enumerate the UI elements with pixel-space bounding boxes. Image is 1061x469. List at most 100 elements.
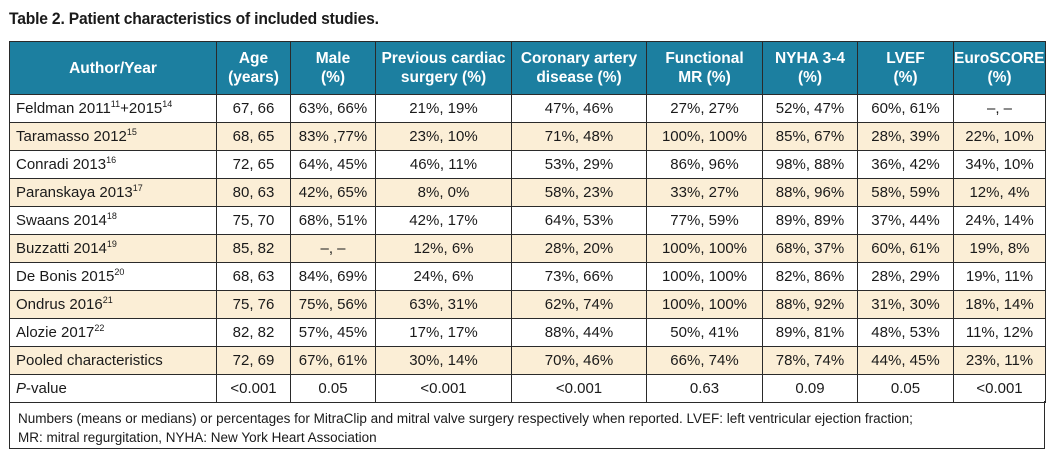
header-row: Author/Year Age (years) Male (%) Previous … xyxy=(9,41,1046,95)
male-cell: 83% ,77% xyxy=(290,122,376,151)
nyha-cell: 78%, 74% xyxy=(762,346,858,375)
age-cell: 72, 65 xyxy=(216,150,291,179)
age-cell: 85, 82 xyxy=(216,234,291,263)
functional-mr-cell: 33%, 27% xyxy=(646,178,763,207)
header-age: Age (years) xyxy=(216,41,291,95)
euroscore-pvalue: <0.001 xyxy=(953,374,1046,403)
cad-cell: 73%, 66% xyxy=(511,262,647,291)
table-row: Alozie 201722 82, 82 57%, 45% 17%, 17% 8… xyxy=(9,318,1046,347)
lvef-cell: 28%, 39% xyxy=(857,122,954,151)
lvef-cell: 48%, 53% xyxy=(857,318,954,347)
header-author-year: Author/Year xyxy=(9,41,217,95)
table-caption: Table 2. Patient characteristics of incl… xyxy=(9,9,379,28)
header-lvef: LVEF (%) xyxy=(857,41,954,95)
previous-surgery-cell: 21%, 19% xyxy=(375,94,512,123)
author-cell: Swaans 201418 xyxy=(9,206,217,235)
cad-pvalue: <0.001 xyxy=(511,374,647,403)
male-cell: 63%, 66% xyxy=(290,94,376,123)
author-cell: Pooled characteristics xyxy=(9,346,217,375)
pvalue-label: P-value xyxy=(9,374,217,403)
lvef-pvalue: 0.05 xyxy=(857,374,954,403)
functional-mr-cell: 50%, 41% xyxy=(646,318,763,347)
table-row: Buzzatti 201419 85, 82 –, – 12%, 6% 28%,… xyxy=(9,234,1046,263)
author-cell: Alozie 201722 xyxy=(9,318,217,347)
nyha-cell: 88%, 96% xyxy=(762,178,858,207)
euroscore-cell: –, – xyxy=(953,94,1046,123)
euroscore-cell: 11%, 12% xyxy=(953,318,1046,347)
table-row: Feldman 201111+201514 67, 66 63%, 66% 21… xyxy=(9,94,1046,123)
previous-surgery-cell: 24%, 6% xyxy=(375,262,512,291)
age-cell: 68, 63 xyxy=(216,262,291,291)
table-row: Taramasso 201215 68, 65 83% ,77% 23%, 10… xyxy=(9,122,1046,151)
cad-cell: 47%, 46% xyxy=(511,94,647,123)
age-cell: 68, 65 xyxy=(216,122,291,151)
cad-cell: 88%, 44% xyxy=(511,318,647,347)
header-coronary-artery-disease: Coronary artery disease (%) xyxy=(511,41,647,95)
footnote-line: Numbers (means or medians) or percentage… xyxy=(18,411,913,426)
previous-surgery-cell: 8%, 0% xyxy=(375,178,512,207)
header-nyha: NYHA 3-4 (%) xyxy=(762,41,858,95)
footnote-line: MR: mitral regurgitation, NYHA: New York… xyxy=(18,430,377,445)
euroscore-cell: 12%, 4% xyxy=(953,178,1046,207)
euroscore-cell: 34%, 10% xyxy=(953,150,1046,179)
previous-surgery-cell: 17%, 17% xyxy=(375,318,512,347)
nyha-cell: 89%, 89% xyxy=(762,206,858,235)
male-cell: –, – xyxy=(290,234,376,263)
functional-mr-cell: 100%, 100% xyxy=(646,262,763,291)
cad-cell: 62%, 74% xyxy=(511,290,647,319)
author-cell: Taramasso 201215 xyxy=(9,122,217,151)
male-pvalue: 0.05 xyxy=(290,374,376,403)
previous-surgery-pvalue: <0.001 xyxy=(375,374,512,403)
age-cell: 82, 82 xyxy=(216,318,291,347)
age-cell: 75, 70 xyxy=(216,206,291,235)
table-row: Conradi 201316 72, 65 64%, 45% 46%, 11% … xyxy=(9,150,1046,179)
age-cell: 75, 76 xyxy=(216,290,291,319)
header-functional-mr: Functional MR (%) xyxy=(646,41,763,95)
previous-surgery-cell: 42%, 17% xyxy=(375,206,512,235)
lvef-cell: 58%, 59% xyxy=(857,178,954,207)
male-cell: 64%, 45% xyxy=(290,150,376,179)
functional-mr-cell: 100%, 100% xyxy=(646,234,763,263)
lvef-cell: 31%, 30% xyxy=(857,290,954,319)
age-cell: 80, 63 xyxy=(216,178,291,207)
nyha-cell: 52%, 47% xyxy=(762,94,858,123)
euroscore-cell: 19%, 11% xyxy=(953,262,1046,291)
table-row: De Bonis 201520 68, 63 84%, 69% 24%, 6% … xyxy=(9,262,1046,291)
euroscore-cell: 18%, 14% xyxy=(953,290,1046,319)
author-cell: Conradi 201316 xyxy=(9,150,217,179)
cad-cell: 71%, 48% xyxy=(511,122,647,151)
functional-mr-cell: 77%, 59% xyxy=(646,206,763,235)
age-pvalue: <0.001 xyxy=(216,374,291,403)
male-cell: 42%, 65% xyxy=(290,178,376,207)
functional-mr-cell: 86%, 96% xyxy=(646,150,763,179)
male-cell: 75%, 56% xyxy=(290,290,376,319)
cad-cell: 58%, 23% xyxy=(511,178,647,207)
functional-mr-cell: 100%, 100% xyxy=(646,122,763,151)
author-cell: De Bonis 201520 xyxy=(9,262,217,291)
cad-cell: 70%, 46% xyxy=(511,346,647,375)
author-cell: Buzzatti 201419 xyxy=(9,234,217,263)
author-cell: Ondrus 201621 xyxy=(9,290,217,319)
nyha-cell: 98%, 88% xyxy=(762,150,858,179)
lvef-cell: 44%, 45% xyxy=(857,346,954,375)
male-cell: 67%, 61% xyxy=(290,346,376,375)
age-cell: 72, 69 xyxy=(216,346,291,375)
table-footnote: Numbers (means or medians) or percentage… xyxy=(9,401,1045,449)
euroscore-cell: 24%, 14% xyxy=(953,206,1046,235)
author-cell: Feldman 201111+201514 xyxy=(9,94,217,123)
lvef-cell: 36%, 42% xyxy=(857,150,954,179)
previous-surgery-cell: 30%, 14% xyxy=(375,346,512,375)
functional-mr-cell: 66%, 74% xyxy=(646,346,763,375)
nyha-cell: 68%, 37% xyxy=(762,234,858,263)
lvef-cell: 37%, 44% xyxy=(857,206,954,235)
euroscore-cell: 23%, 11% xyxy=(953,346,1046,375)
male-cell: 57%, 45% xyxy=(290,318,376,347)
nyha-cell: 82%, 86% xyxy=(762,262,858,291)
nyha-pvalue: 0.09 xyxy=(762,374,858,403)
cad-cell: 53%, 29% xyxy=(511,150,647,179)
table-row: Swaans 201418 75, 70 68%, 51% 42%, 17% 6… xyxy=(9,206,1046,235)
pooled-row: Pooled characteristics 72, 69 67%, 61% 3… xyxy=(9,346,1046,375)
cad-cell: 64%, 53% xyxy=(511,206,647,235)
nyha-cell: 85%, 67% xyxy=(762,122,858,151)
